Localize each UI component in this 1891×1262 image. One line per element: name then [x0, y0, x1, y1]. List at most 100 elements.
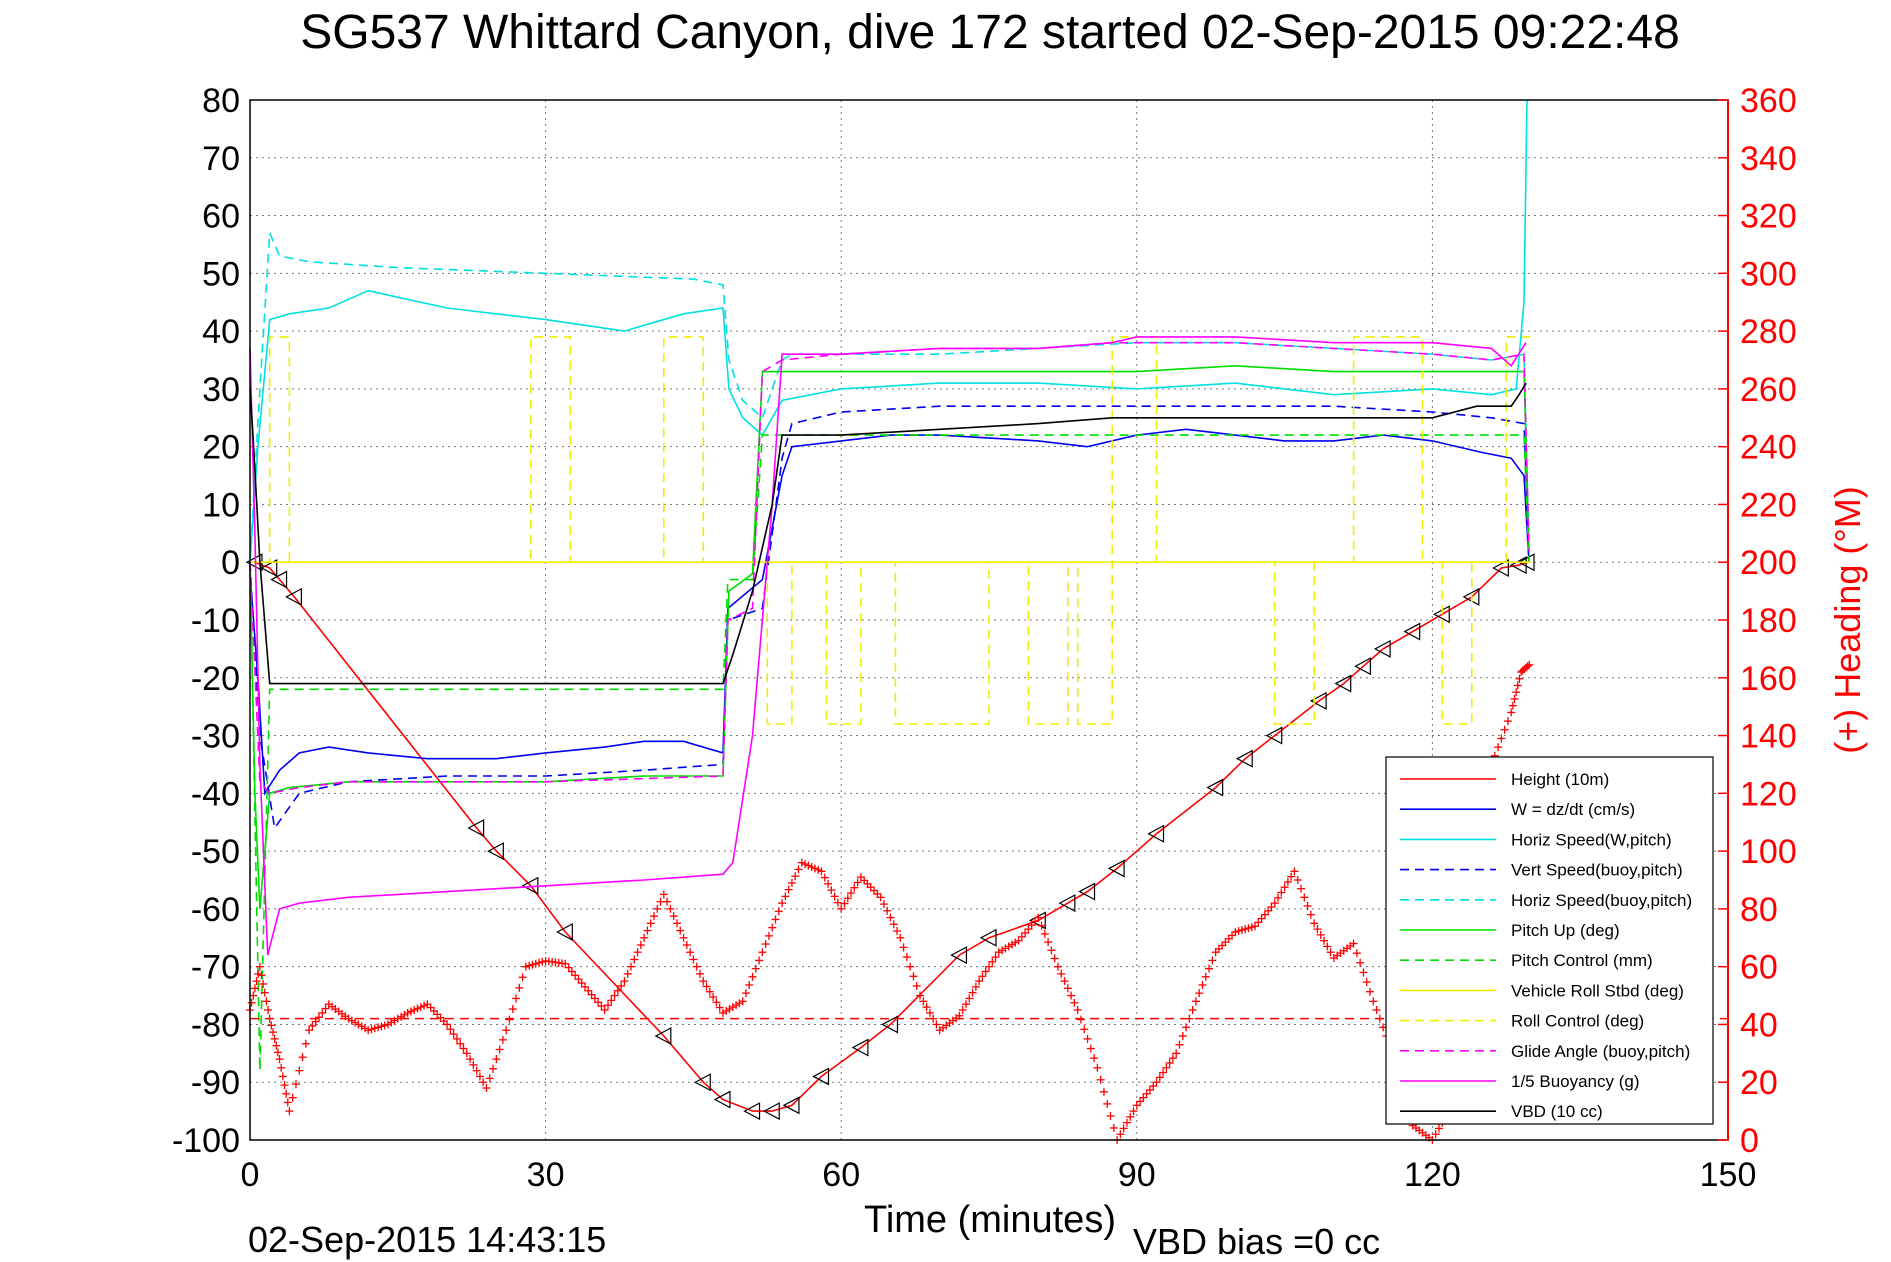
heading-point [1497, 734, 1506, 743]
heading-point [314, 1013, 323, 1022]
heading-point [1053, 962, 1062, 971]
heading-point [886, 913, 895, 922]
height-marker [270, 570, 288, 589]
heading-point [479, 1078, 488, 1087]
heading-point [1093, 1063, 1102, 1072]
height-marker [1107, 859, 1125, 878]
heading-point [1080, 1025, 1089, 1034]
right-y-tick-label: 340 [1740, 140, 1797, 178]
right-y-tick-label: 40 [1740, 1006, 1778, 1044]
heading-point [446, 1025, 455, 1034]
heading-point [502, 1026, 511, 1035]
heading-point [646, 919, 655, 928]
heading-point [702, 982, 711, 991]
heading-point [1119, 1124, 1128, 1133]
heading-point [1159, 1068, 1168, 1077]
heading-point [981, 967, 990, 976]
heading-point [1375, 1014, 1384, 1023]
height-marker [1509, 556, 1527, 575]
y-tick-label: 80 [202, 82, 240, 120]
heading-point [925, 1008, 934, 1017]
height-marker [1265, 726, 1283, 745]
heading-point [1280, 883, 1289, 892]
heading-point [833, 898, 842, 907]
heading-point [1494, 743, 1503, 752]
heading-point [311, 1017, 320, 1026]
y-tick-label: -80 [191, 1006, 240, 1044]
heading-point [1507, 708, 1516, 717]
heading-point [883, 906, 892, 915]
heading-point [610, 991, 619, 1000]
series-line-2 [249, 99, 1528, 563]
heading-point [259, 980, 268, 988]
heading-point [252, 977, 261, 986]
legend-label: Roll Control (deg) [1511, 1012, 1644, 1031]
heading-point [1175, 1040, 1184, 1049]
heading-point [1155, 1073, 1164, 1082]
height-marker [1309, 691, 1327, 710]
x-tick-label: 150 [1700, 1156, 1757, 1194]
heading-point [1168, 1054, 1177, 1063]
y-tick-label: 0 [221, 544, 240, 582]
series-line-6 [249, 434, 1530, 1071]
x-tick-label: 90 [1118, 1156, 1156, 1194]
right-y-tick-label: 300 [1740, 255, 1797, 293]
heading-point [1306, 910, 1315, 919]
height-marker [1078, 882, 1096, 901]
heading-point [1510, 694, 1519, 703]
heading-point [264, 1006, 273, 1014]
heading-point [879, 900, 888, 909]
heading-point [469, 1060, 478, 1069]
series-line-3 [249, 405, 1530, 831]
heading-point [663, 897, 672, 906]
heading-point [748, 972, 757, 981]
heading-point [1277, 888, 1286, 897]
heading-point [1274, 893, 1283, 902]
heading-point [922, 1003, 931, 1012]
heading-point [1431, 1130, 1440, 1139]
heading-point [495, 1045, 504, 1054]
height-marker [1354, 657, 1372, 676]
heading-point [1106, 1111, 1115, 1120]
heading-point [1513, 681, 1522, 690]
chart-title: SG537 Whittard Canyon, dive 172 started … [300, 6, 1680, 59]
legend-label: Horiz Speed(buoy,pitch) [1511, 891, 1692, 910]
heading-point [1070, 998, 1079, 1007]
heading-point [1525, 660, 1534, 669]
legend-label: Pitch Control (mm) [1511, 951, 1653, 970]
height-marker [1403, 622, 1421, 641]
heading-point [968, 988, 977, 997]
heading-point [794, 865, 803, 874]
heading-point [1116, 1130, 1125, 1139]
right-y-tick-label: 80 [1740, 891, 1778, 929]
height-marker [743, 1102, 761, 1121]
heading-point [459, 1044, 468, 1053]
height-marker [762, 1102, 780, 1121]
heading-point [787, 878, 796, 887]
heading-point [630, 955, 639, 964]
heading-point [620, 977, 629, 986]
legend-label: Glide Angle (buoy,pitch) [1511, 1042, 1690, 1061]
series-line-4 [249, 232, 1530, 563]
x-tick-label: 30 [527, 1156, 565, 1194]
heading-point [1126, 1112, 1135, 1121]
heading-point [626, 962, 635, 971]
y-tick-label: 20 [202, 429, 240, 467]
height-marker [1147, 824, 1165, 843]
legend-label: W = dz/dt (cm/s) [1511, 800, 1635, 819]
legend-label: Height (10m) [1511, 770, 1609, 789]
heading-point [298, 1053, 307, 1062]
heading-point [280, 1081, 289, 1090]
heading-point [1349, 939, 1358, 948]
heading-point [988, 957, 997, 966]
y-tick-label: -30 [191, 718, 240, 756]
grid [250, 100, 1728, 1140]
heading-point [270, 1034, 279, 1043]
height-marker [812, 1067, 830, 1086]
right-y-tick-label: 100 [1740, 833, 1797, 871]
heading-point [738, 997, 747, 1006]
heading-point [666, 904, 675, 913]
heading-point [1283, 877, 1292, 886]
heading-point [965, 994, 974, 1003]
right-y-tick-label: 0 [1740, 1122, 1759, 1160]
